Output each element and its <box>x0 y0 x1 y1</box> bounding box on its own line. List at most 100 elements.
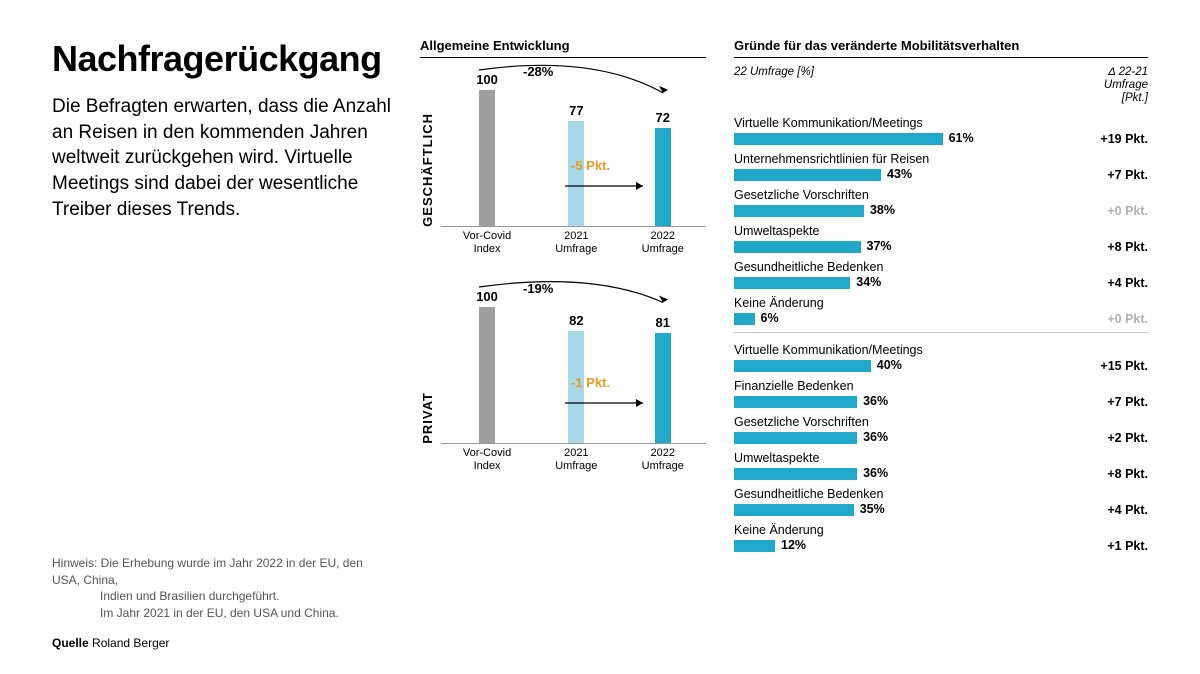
reason-delta: +0 Pkt. <box>1082 312 1148 326</box>
reason-delta: +8 Pkt. <box>1082 240 1148 254</box>
reason-item: Gesundheitliche Bedenken34%+4 Pkt. <box>734 260 1148 290</box>
reason-bar-track: 36% <box>734 468 1076 480</box>
bar <box>479 90 495 226</box>
reason-pct: 12% <box>781 538 806 552</box>
reason-delta: +4 Pkt. <box>1082 503 1148 517</box>
reason-bar-track: 36% <box>734 396 1076 408</box>
reason-item: Gesetzliche Vorschriften36%+2 Pkt. <box>734 415 1148 445</box>
reason-bar-track: 40% <box>734 360 1076 372</box>
reason-delta: +15 Pkt. <box>1082 359 1148 373</box>
bar-x-label: 2021Umfrage <box>536 447 616 472</box>
reason-bar-track: 36% <box>734 432 1076 444</box>
reason-pct: 36% <box>863 430 888 444</box>
reason-bar <box>734 205 864 217</box>
bar-x-label: Vor-CovidIndex <box>447 447 527 472</box>
reason-bar <box>734 468 857 480</box>
reason-pct: 36% <box>863 466 888 480</box>
bar <box>655 333 671 443</box>
bars-wrap: 100Vor-CovidIndex822021Umfrage812022Umfr… <box>441 283 706 444</box>
bar-x-label: Vor-CovidIndex <box>447 230 527 255</box>
section-separator <box>734 332 1148 333</box>
section-ylabel: PRIVAT <box>420 392 435 444</box>
bar-group: 722022Umfrage <box>655 110 671 226</box>
reason-bar <box>734 277 850 289</box>
arrow-step <box>561 393 661 413</box>
reason-bar <box>734 396 857 408</box>
left-column: Nachfragerückgang Die Befragten erwarten… <box>52 38 392 622</box>
reason-pct: 38% <box>870 203 895 217</box>
reason-delta: +8 Pkt. <box>1082 467 1148 481</box>
source-label: Quelle <box>52 636 89 650</box>
bar-x-label: 2021Umfrage <box>536 230 616 255</box>
reason-label: Gesetzliche Vorschriften <box>734 415 1148 429</box>
arrow-step <box>561 176 661 196</box>
reason-bar <box>734 313 755 325</box>
reason-delta: +19 Pkt. <box>1082 132 1148 146</box>
reason-pct: 61% <box>949 131 974 145</box>
reasons-subhead-left: 22 Umfrage [%] <box>734 66 814 106</box>
change-step-label: -1 Pkt. <box>571 375 610 390</box>
bar-x-label: 2022Umfrage <box>623 230 703 255</box>
source-value: Roland Berger <box>92 636 169 650</box>
reason-item: Finanzielle Bedenken36%+7 Pkt. <box>734 379 1148 409</box>
index-chart-section: PRIVAT 100Vor-CovidIndex822021Umfrage8120… <box>420 283 706 482</box>
mid-column-header: Allgemeine Entwicklung <box>420 38 706 58</box>
reason-delta: +1 Pkt. <box>1082 539 1148 553</box>
content-row: Nachfragerückgang Die Befragten erwarten… <box>52 38 1148 622</box>
index-charts-column: Allgemeine Entwicklung GESCHÄFTLICH 100Vo… <box>420 38 706 622</box>
reason-bar <box>734 504 854 516</box>
reason-bar-track: 35% <box>734 504 1076 516</box>
reasons-subhead-right: Δ 22-21 Umfrage [Pkt.] <box>1104 66 1148 106</box>
reasons-column-header: Gründe für das veränderte Mobilitätsverh… <box>734 38 1148 58</box>
arrow-total <box>473 277 683 327</box>
reason-pct: 40% <box>877 358 902 372</box>
bars: 100Vor-CovidIndex822021Umfrage812022Umfr… <box>441 283 706 443</box>
reason-bar-track: 12% <box>734 540 1076 552</box>
page: Nachfragerückgang Die Befragten erwarten… <box>52 38 1148 650</box>
page-title: Nachfragerückgang <box>52 38 392 80</box>
reason-pct: 37% <box>867 239 892 253</box>
reason-bar-track: 34% <box>734 277 1076 289</box>
source-line: Quelle Roland Berger <box>52 636 1148 650</box>
reason-bar-track: 6% <box>734 313 1076 325</box>
reason-bar <box>734 169 881 181</box>
reasons-column: Gründe für das veränderte Mobilitätsverh… <box>734 38 1148 622</box>
reason-pct: 6% <box>761 311 779 325</box>
reason-delta: +7 Pkt. <box>1082 168 1148 182</box>
reason-item: Virtuelle Kommunikation/Meetings61%+19 P… <box>734 116 1148 146</box>
reason-bar <box>734 360 871 372</box>
reason-item: Keine Änderung6%+0 Pkt. <box>734 296 1148 326</box>
reasons-subheader: 22 Umfrage [%] Δ 22-21 Umfrage [Pkt.] <box>734 66 1148 106</box>
reason-label: Virtuelle Kommunikation/Meetings <box>734 343 1148 357</box>
reason-label: Umweltaspekte <box>734 451 1148 465</box>
reason-item: Virtuelle Kommunikation/Meetings40% +15 P… <box>734 343 1148 373</box>
bar <box>479 307 495 443</box>
reason-item: Gesetzliche Vorschriften38% +0 Pkt. <box>734 188 1148 218</box>
reason-bar <box>734 133 943 145</box>
change-step-label: -5 Pkt. <box>571 158 610 173</box>
reason-label: Unternehmensrichtlinien für Reisen <box>734 152 1148 166</box>
page-subtitle: Die Befragten erwarten, dass die Anzahl … <box>52 94 392 222</box>
reason-label: Keine Änderung <box>734 523 1148 537</box>
reason-delta: +0 Pkt. <box>1082 204 1148 218</box>
reason-label: Gesundheitliche Bedenken <box>734 487 1148 501</box>
reason-item: Umweltaspekte36% +8 Pkt. <box>734 451 1148 481</box>
bars-wrap: 100Vor-CovidIndex772021Umfrage722022Umfr… <box>441 66 706 227</box>
bar-value-label: 72 <box>656 110 670 125</box>
footnote: Hinweis: Die Erhebung wurde im Jahr 2022… <box>52 555 392 622</box>
bar-group: 812022Umfrage <box>655 315 671 443</box>
footnote-line-2: Indien und Brasilien durchgeführt. <box>52 588 392 605</box>
bar-x-label: 2022Umfrage <box>623 447 703 472</box>
reason-bar-track: 38% <box>734 205 1076 217</box>
reason-item: Keine Änderung12% +1 Pkt. <box>734 523 1148 553</box>
reason-bar-track: 61% <box>734 133 1076 145</box>
reason-bar-track: 37% <box>734 241 1076 253</box>
bar <box>568 121 584 226</box>
section-ylabel: GESCHÄFTLICH <box>420 113 435 227</box>
reason-label: Gesetzliche Vorschriften <box>734 188 1148 202</box>
reason-label: Gesundheitliche Bedenken <box>734 260 1148 274</box>
footnote-line-1: Hinweis: Die Erhebung wurde im Jahr 2022… <box>52 556 363 587</box>
reason-item: Gesundheitliche Bedenken 35% +4 Pkt. <box>734 487 1148 517</box>
reason-delta: +7 Pkt. <box>1082 395 1148 409</box>
reason-pct: 43% <box>887 167 912 181</box>
